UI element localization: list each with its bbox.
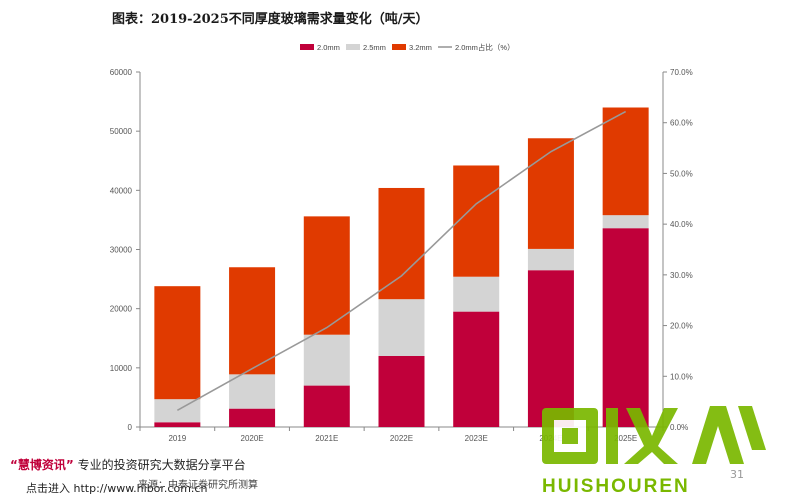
footer-brand: “慧博资讯” 专业的投资研究大数据分享平台 <box>10 456 246 473</box>
bar-segment <box>453 276 500 312</box>
bar-segment <box>602 107 649 216</box>
watermark-text: HUISHOUREN <box>542 476 690 497</box>
y2-tick-label: 10.0% <box>670 372 693 381</box>
legend: 2.0mm 2.5mm 3.2mm 2.0mm占比（%） <box>300 42 515 52</box>
x-tick-label: 2021E <box>315 434 338 443</box>
bar-segment <box>602 228 649 427</box>
y2-tick-label: 0.0% <box>670 423 688 432</box>
y2-tick-label: 60.0% <box>670 119 693 128</box>
y-tick-label: 30000 <box>110 246 133 255</box>
bar-segment <box>154 422 201 427</box>
y-tick-label: 20000 <box>110 305 133 314</box>
watermark-logo: HUISHOUREN <box>542 406 766 497</box>
bar-segment <box>527 270 574 427</box>
legend-swatch <box>392 44 406 50</box>
bar-segment <box>154 399 201 423</box>
footer-link[interactable]: 点击进入 http://www.hibor.com.cn <box>26 482 208 495</box>
bar-segment <box>378 187 425 300</box>
axes: 0 10000 20000 30000 40000 50000 60000 0.0% 10.0%… <box>110 68 693 443</box>
bar-segment <box>303 385 350 427</box>
x-tick-label: 2020E <box>241 434 264 443</box>
bar-segment <box>303 216 350 335</box>
x-tick-label: 2019 <box>168 434 186 443</box>
bar-segment <box>527 248 574 271</box>
bar-segment <box>453 311 500 427</box>
legend-label: 2.0mm占比（%） <box>455 42 515 52</box>
legend-swatch <box>300 44 314 50</box>
source-note: 来源：中泰证券研究所测算 <box>138 480 258 491</box>
y2-tick-label: 70.0% <box>670 68 693 77</box>
y-tick-label: 50000 <box>110 127 133 136</box>
bar-segment <box>303 334 350 386</box>
y2-tick-label: 40.0% <box>670 220 693 229</box>
bar-segment <box>229 374 276 409</box>
bar-segment <box>453 165 500 277</box>
y2-tick-label: 20.0% <box>670 322 693 331</box>
bar-segment <box>154 286 201 400</box>
ratio-line-path <box>176 110 627 411</box>
page-number: 31 <box>730 468 744 481</box>
x-tick-label: 2025E <box>614 434 637 443</box>
y2-tick-label: 30.0% <box>670 271 693 280</box>
bar-segment <box>229 267 276 375</box>
legend-label: 2.0mm <box>317 43 340 52</box>
bar-segment <box>229 408 276 427</box>
legend-label: 2.5mm <box>363 43 386 52</box>
bars <box>154 107 649 427</box>
chart-title: 图表：2019-2025不同厚度玻璃需求量变化（吨/天） <box>112 12 429 27</box>
x-tick-label: 2023E <box>465 434 488 443</box>
y-tick-label: 40000 <box>110 186 133 195</box>
legend-swatch <box>346 44 360 50</box>
bar-segment <box>378 299 425 356</box>
legend-label: 3.2mm <box>409 43 432 52</box>
bar-segment <box>378 356 425 427</box>
y-tick-label: 0 <box>128 423 133 432</box>
brand-text: 专业的投资研究大数据分享平台 <box>77 458 246 472</box>
y-tick-label: 10000 <box>110 364 133 373</box>
x-tick-label: 2022E <box>390 434 413 443</box>
ratio-line <box>176 110 627 411</box>
y2-tick-label: 50.0% <box>670 169 693 178</box>
bar-segment <box>527 138 574 249</box>
y-tick-label: 60000 <box>110 68 133 77</box>
bar-segment <box>602 215 649 229</box>
brand-quote: “慧博资讯” <box>10 458 74 472</box>
